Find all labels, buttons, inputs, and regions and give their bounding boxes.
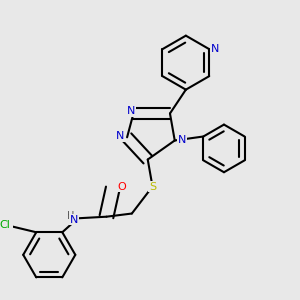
Text: O: O: [117, 182, 126, 191]
Text: S: S: [149, 182, 156, 191]
Text: H: H: [67, 212, 75, 221]
Text: N: N: [116, 131, 124, 141]
Text: Cl: Cl: [0, 220, 10, 230]
Text: N: N: [127, 106, 135, 116]
Text: N: N: [211, 44, 219, 53]
Text: N: N: [70, 214, 79, 225]
Text: N: N: [178, 134, 186, 145]
